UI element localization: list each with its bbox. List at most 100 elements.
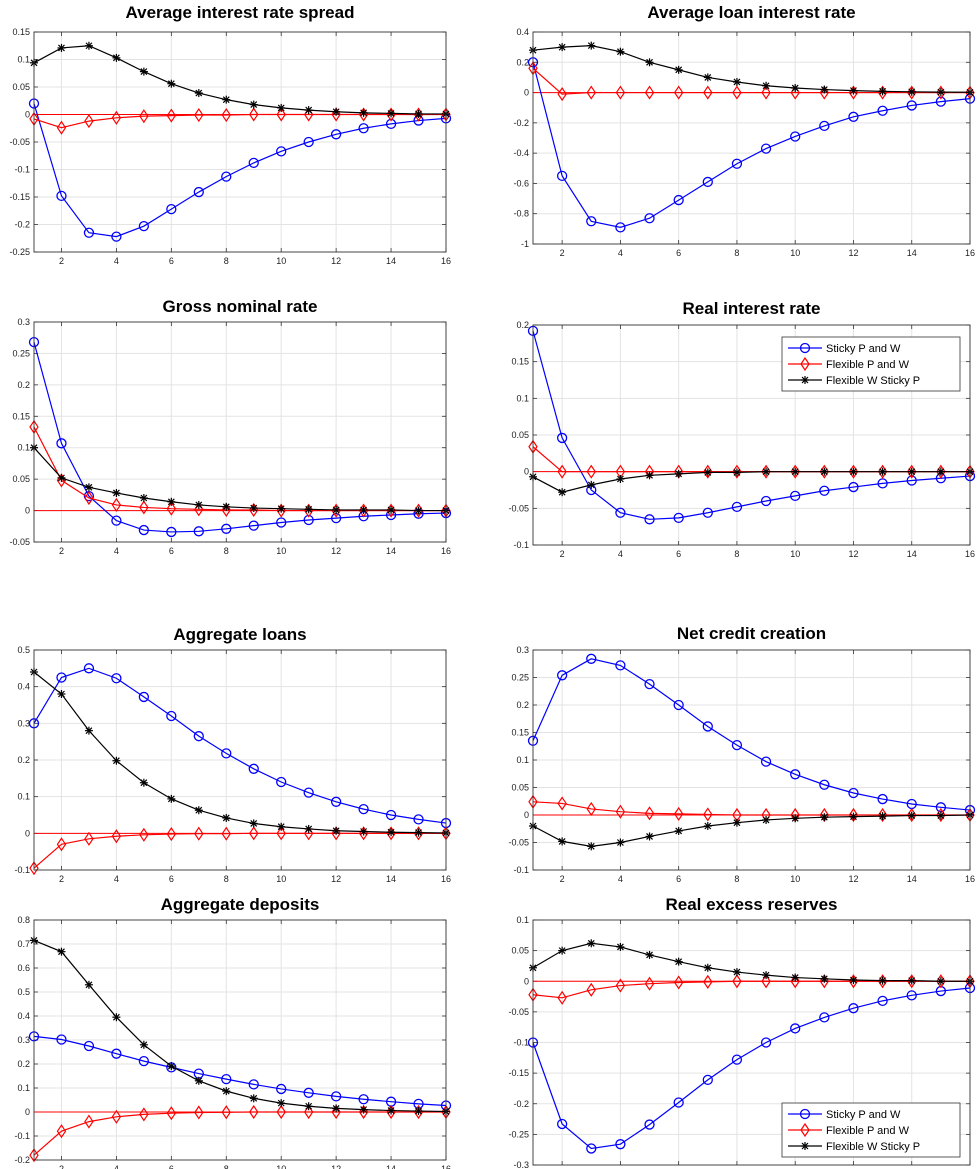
axes-box: [532, 31, 971, 245]
data-point: [56, 837, 67, 852]
series-line: [532, 801, 970, 816]
data-point: [83, 663, 95, 674]
data-point: [166, 526, 177, 538]
data-point: [557, 990, 567, 1005]
data-point: [907, 87, 916, 96]
data-point: [139, 827, 149, 842]
legend-label: Flexible P and W: [826, 359, 910, 371]
chart-title: Average interest rate spread: [126, 3, 355, 22]
data-point: [907, 467, 916, 476]
data-point: [111, 110, 122, 125]
series-3: [30, 668, 450, 837]
data-point: [644, 213, 655, 224]
y-tick-label: -0.25: [508, 1129, 529, 1139]
data-point: [332, 107, 341, 116]
data-point: [820, 467, 829, 476]
data-point: [167, 79, 176, 88]
series-line: [33, 426, 446, 512]
data-point: [762, 971, 771, 980]
data-point: [586, 982, 596, 997]
y-tick-label: 0: [25, 828, 30, 838]
x-tick-label: 2: [59, 256, 64, 266]
data-point: [615, 660, 626, 671]
data-point: [558, 837, 567, 846]
data-point: [57, 690, 66, 698]
data-point: [791, 814, 800, 823]
x-tick-label: 8: [734, 874, 739, 884]
data-point: [331, 1104, 341, 1120]
data-point: [878, 976, 887, 985]
data-point: [387, 109, 396, 118]
y-tick-label: 0: [524, 88, 529, 98]
data-point: [819, 779, 830, 790]
data-point: [111, 497, 122, 512]
data-point: [139, 67, 148, 76]
data-point: [820, 813, 829, 822]
data-point: [385, 809, 397, 821]
data-point: [276, 517, 287, 528]
series-line: [33, 45, 446, 115]
data-point: [732, 974, 742, 989]
data-point: [193, 186, 204, 198]
data-point: [167, 1062, 176, 1071]
data-point: [558, 488, 567, 497]
y-tick-label: -0.1: [513, 865, 529, 875]
chart-title: Aggregate loans: [173, 625, 306, 644]
y-tick-label: 0.3: [17, 718, 30, 728]
data-point: [762, 81, 771, 90]
data-point: [330, 796, 342, 807]
y-tick-label: -0.2: [513, 118, 529, 128]
x-tick-label: 12: [331, 874, 341, 884]
data-point: [615, 222, 626, 233]
legend-item: Flexible W Sticky P: [788, 375, 920, 387]
data-point: [732, 77, 741, 86]
data-point: [56, 190, 67, 202]
data-point: [791, 467, 800, 476]
data-point: [849, 467, 858, 476]
data-point: [358, 123, 369, 134]
data-point: [906, 475, 917, 486]
data-point: [586, 653, 597, 664]
x-tick-label: 8: [734, 248, 739, 258]
y-tick-label: 0.1: [516, 393, 529, 403]
legend-item: Flexible P and W: [788, 1122, 910, 1138]
series-line: [532, 67, 970, 95]
data-point: [56, 672, 67, 683]
data-point: [358, 1094, 369, 1105]
data-point: [791, 973, 800, 982]
data-point: [139, 1107, 149, 1122]
data-point: [331, 107, 341, 122]
data-point: [359, 108, 368, 117]
data-point: [587, 842, 596, 851]
y-tick-label: 0: [524, 467, 529, 477]
chart-real-interest-rate: Real interest rate 2 4 6 8 10 12 14 16 -0.1 -0.05 0…: [508, 299, 976, 559]
data-point: [673, 806, 684, 821]
data-point: [936, 467, 945, 476]
data-point: [674, 826, 683, 835]
data-point: [112, 53, 121, 62]
y-tick-label: -0.4: [513, 148, 529, 158]
data-point: [331, 503, 341, 518]
x-tick-label: 16: [441, 1164, 451, 1169]
y-tick-label: 0.1: [516, 915, 529, 925]
legend-label: Flexible P and W: [826, 1125, 910, 1137]
data-point: [193, 526, 204, 537]
data-point: [332, 505, 341, 514]
data-point: [674, 65, 683, 74]
data-point: [221, 171, 232, 182]
y-tick-label: -1: [521, 239, 529, 249]
x-tick-label: 6: [169, 874, 174, 884]
plot-area: [34, 322, 446, 542]
data-point: [358, 803, 369, 815]
data-point: [277, 822, 286, 831]
data-point: [586, 801, 596, 817]
data-point: [138, 1055, 150, 1067]
data-point: [413, 107, 424, 122]
y-tick-label: 0: [25, 506, 30, 516]
x-tick-label: 4: [114, 546, 119, 556]
data-point: [878, 87, 887, 96]
y-tick-label: -0.05: [508, 1007, 529, 1017]
y-tick-label: 0.8: [17, 915, 30, 925]
series-line: [33, 1111, 446, 1156]
data-point: [139, 494, 148, 502]
